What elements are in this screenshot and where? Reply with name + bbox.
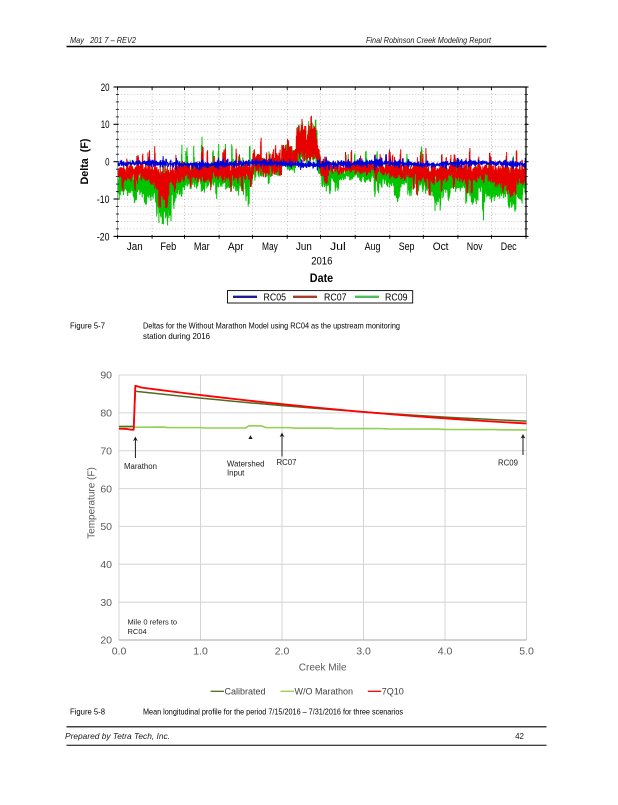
svg-text:May: May [262,241,278,253]
svg-text:Figure 5-7: Figure 5-7 [70,320,105,330]
svg-text:-20: -20 [97,231,110,243]
svg-text:20: 20 [100,635,112,647]
svg-text:Mile 0 refers to: Mile 0 refers to [128,618,178,627]
svg-text:Sep: Sep [399,241,415,253]
svg-text:0.0: 0.0 [112,646,127,658]
svg-text:RC09: RC09 [498,459,518,468]
svg-text:Dec: Dec [501,241,517,253]
svg-text:Calibrated: Calibrated [225,687,266,697]
svg-text:Temperature (F): Temperature (F) [87,467,98,539]
svg-text:Oct: Oct [433,241,449,253]
svg-text:2.0: 2.0 [275,646,290,658]
svg-text:Mean longitudinal profile for: Mean longitudinal profile for the period… [143,706,403,716]
svg-text:Jul: Jul [330,241,346,253]
svg-text:RC04: RC04 [128,627,147,636]
svg-text:3.0: 3.0 [356,646,371,658]
svg-text:Figure 5-8: Figure 5-8 [70,706,105,716]
svg-text:30: 30 [100,597,112,609]
svg-text:10: 10 [101,119,110,131]
svg-text:2016: 2016 [311,256,332,268]
svg-text:90: 90 [100,370,112,382]
svg-text:May 201 7 – REV2: May 201 7 – REV2 [70,35,136,45]
svg-text:RC07: RC07 [277,458,297,467]
svg-text:Input: Input [227,469,245,478]
svg-text:RC09: RC09 [385,292,408,304]
svg-text:Jan: Jan [127,241,143,253]
svg-text:Creek Mile: Creek Mile [299,663,347,674]
svg-text:Marathon: Marathon [124,462,157,471]
svg-text:42: 42 [515,732,524,741]
svg-text:0: 0 [105,157,109,169]
svg-text:80: 80 [100,408,112,420]
svg-text:70: 70 [100,445,112,457]
svg-text:Jun: Jun [296,241,312,253]
svg-text:40: 40 [100,559,112,571]
svg-text:Feb: Feb [160,241,176,253]
svg-text:Nov: Nov [467,241,483,253]
svg-text:5.0: 5.0 [519,646,534,658]
svg-text:Mar: Mar [194,241,210,253]
svg-text:50: 50 [100,521,112,533]
svg-text:Prepared by Tetra Tech, Inc.: Prepared by Tetra Tech, Inc. [65,732,170,741]
svg-text:1.0: 1.0 [193,646,208,658]
svg-text:Date: Date [310,273,333,285]
svg-text:Apr: Apr [228,241,244,253]
svg-text:RC05: RC05 [264,292,287,304]
svg-text:W/O Marathon: W/O Marathon [295,687,354,697]
svg-text:7Q10: 7Q10 [382,687,404,697]
svg-text:20: 20 [101,82,110,94]
svg-text:Delta (F): Delta (F) [79,138,91,184]
svg-text:station during 2016: station during 2016 [143,331,210,341]
svg-text:Watershed: Watershed [227,460,264,469]
svg-text:RC07: RC07 [324,292,347,304]
svg-text:-10: -10 [97,194,110,206]
svg-text:Aug: Aug [365,241,381,253]
svg-text:Deltas for the Without Maratho: Deltas for the Without Marathon Model us… [143,320,400,330]
svg-text:Final Robinson Creek Modeling: Final Robinson Creek Modeling Report [366,35,492,45]
svg-text:4.0: 4.0 [438,646,453,658]
svg-text:60: 60 [100,483,112,495]
